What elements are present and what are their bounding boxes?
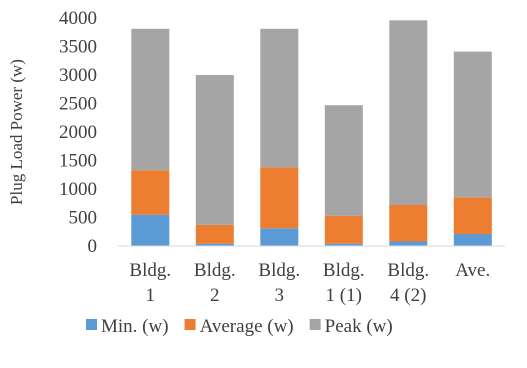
bar-segment <box>131 214 170 246</box>
x-category-label-line: Bldg. <box>129 260 171 281</box>
x-category-label-line: Bldg. <box>387 260 429 281</box>
x-category-label: Bldg. 1 (1) <box>323 260 365 306</box>
bar-segment <box>131 170 170 215</box>
bar-segment <box>195 75 234 225</box>
bar-segment <box>453 51 492 198</box>
x-category-label-line: 4 (2) <box>390 285 426 306</box>
bar-segment <box>324 215 363 244</box>
bar-segment <box>260 228 299 246</box>
y-tick-label: 3500 <box>59 37 97 58</box>
x-category-label-line: Bldg. <box>323 260 365 281</box>
y-tick-label: 500 <box>69 208 98 229</box>
y-axis-title: Plug Load Power (w) <box>7 59 26 205</box>
y-tick-label: 2500 <box>59 94 97 115</box>
x-category-label: Bldg. 3 <box>258 260 300 306</box>
bar-segment <box>453 234 492 246</box>
x-category-label-line: 3 <box>275 285 285 306</box>
legend-swatch <box>309 319 321 330</box>
x-category-label-line: 1 (1) <box>326 285 362 306</box>
bar-segment <box>195 224 234 244</box>
bar-segment <box>324 105 363 216</box>
legend-swatch <box>86 319 97 330</box>
x-category-label: Ave. <box>455 260 490 281</box>
bar-segment <box>389 241 428 246</box>
legend-label: Peak (w) <box>325 316 393 337</box>
x-axis-categories: Bldg. 1 Bldg. 2 Bldg. 3 Bldg. 1 (1) Bldg. 4 (2) Av… <box>129 260 490 306</box>
x-category-label-line: Bldg. <box>194 260 236 281</box>
x-category-label-line: Bldg. <box>258 260 300 281</box>
y-tick-label: 1000 <box>59 179 97 200</box>
x-category-label-line: 1 <box>146 285 156 306</box>
bar-segment <box>260 167 299 229</box>
x-category-label-line: Ave. <box>455 260 490 281</box>
y-tick-label: 1500 <box>59 151 97 172</box>
x-category-label: Bldg. 2 <box>194 260 236 306</box>
x-category-label: Bldg. 1 <box>129 260 171 306</box>
bar-segment <box>324 243 363 246</box>
bar-segment <box>195 243 234 246</box>
y-tick-label: 0 <box>88 236 98 257</box>
bar-segment <box>131 28 170 171</box>
bar-segment <box>389 205 428 242</box>
y-axis-ticks: 0 500 1000 1500 2000 2500 3000 3500 4000 <box>59 8 97 257</box>
x-category-label-line: 2 <box>210 285 220 306</box>
bars <box>131 20 492 246</box>
y-tick-label: 3000 <box>59 65 97 86</box>
bar-segment <box>260 28 299 168</box>
bar-segment <box>389 20 428 205</box>
y-tick-label: 2000 <box>59 122 97 143</box>
legend-label: Min. (w) <box>101 316 169 337</box>
legend-label: Average (w) <box>200 316 294 337</box>
y-tick-label: 4000 <box>59 8 97 29</box>
x-category-label: Bldg. 4 (2) <box>387 260 429 306</box>
bar-segment <box>453 197 492 235</box>
legend-swatch <box>184 319 196 330</box>
legend: Min. (w) Average (w) Peak (w) <box>86 316 393 337</box>
